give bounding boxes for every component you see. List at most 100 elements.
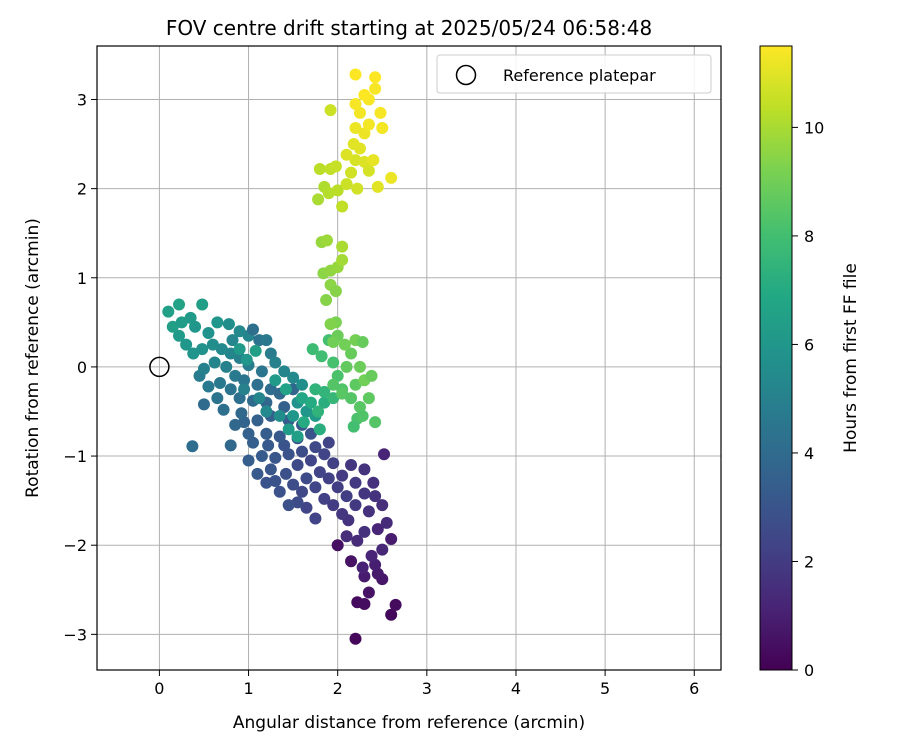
y-tick-label: 0 — [77, 358, 87, 377]
data-point — [358, 463, 371, 476]
data-point — [345, 392, 358, 405]
data-point — [304, 427, 317, 440]
colorbar-label: Hours from first FF file — [841, 263, 861, 453]
legend-box — [436, 54, 712, 94]
data-point — [324, 104, 337, 117]
data-point — [356, 335, 369, 348]
legend-label: Reference platepar — [503, 66, 656, 85]
data-point — [220, 360, 233, 373]
data-point — [320, 234, 333, 247]
colorbar-tick-label: 0 — [804, 661, 814, 680]
data-point — [322, 472, 335, 485]
data-point — [211, 392, 224, 405]
y-tick-label: 2 — [77, 180, 87, 199]
data-point — [318, 385, 331, 398]
data-point — [238, 374, 251, 387]
data-point — [356, 409, 369, 422]
data-point — [300, 501, 313, 514]
data-point — [208, 356, 221, 369]
data-point — [262, 439, 275, 452]
data-point — [369, 71, 382, 84]
data-point — [202, 327, 215, 340]
data-point — [300, 405, 313, 418]
data-point — [358, 89, 371, 102]
data-point — [349, 632, 362, 645]
x-axis-label: Angular distance from reference (arcmin) — [233, 713, 585, 733]
data-point — [358, 127, 371, 140]
data-point — [279, 467, 292, 480]
data-point — [180, 338, 193, 351]
data-point — [282, 448, 295, 461]
data-point — [233, 325, 246, 338]
data-point — [226, 334, 239, 347]
y-tick-label: 1 — [77, 269, 87, 288]
colorbar-gradient — [759, 45, 793, 671]
data-point — [376, 122, 389, 135]
data-point — [347, 420, 360, 433]
data-point — [260, 476, 273, 489]
data-point — [358, 525, 371, 538]
data-point — [331, 481, 344, 494]
x-tick-label: 4 — [511, 679, 521, 698]
data-point — [233, 343, 246, 356]
data-point — [300, 472, 313, 485]
data-point — [273, 430, 286, 443]
data-point — [336, 508, 349, 520]
data-point — [304, 396, 317, 409]
data-point — [329, 160, 342, 173]
data-point — [369, 416, 382, 429]
y-tick-label: −1 — [63, 447, 87, 466]
legend-open-circle-icon — [455, 64, 477, 86]
data-point — [273, 409, 286, 422]
data-point — [224, 383, 237, 396]
data-point — [196, 298, 209, 311]
data-point — [336, 469, 349, 482]
data-point — [318, 492, 331, 505]
data-point — [238, 383, 251, 396]
data-point — [255, 450, 268, 463]
data-point — [358, 487, 371, 500]
data-point — [242, 454, 255, 467]
data-point — [173, 298, 186, 311]
data-point — [287, 478, 300, 491]
data-point — [349, 68, 362, 81]
data-point — [358, 155, 371, 168]
data-point — [264, 463, 277, 476]
data-point — [197, 398, 210, 411]
data-point — [186, 440, 199, 453]
data-point — [269, 475, 282, 488]
data-point — [362, 164, 375, 177]
data-point — [340, 178, 353, 191]
data-point — [249, 344, 262, 357]
data-point — [331, 369, 344, 382]
data-point — [260, 427, 273, 440]
data-point — [260, 405, 273, 418]
data-point — [340, 490, 353, 503]
data-point — [269, 356, 282, 369]
data-point — [214, 376, 227, 389]
data-point — [336, 253, 349, 266]
y-axis-label: Rotation from reference (arcmin) — [23, 218, 43, 498]
y-tick-label: −2 — [63, 536, 87, 555]
data-point — [374, 106, 387, 119]
data-point — [304, 454, 317, 467]
data-point — [351, 182, 364, 195]
x-axis-ticks: 0 1 2 3 4 5 6 — [154, 670, 699, 698]
data-point — [240, 353, 253, 366]
data-point — [224, 347, 237, 360]
data-point — [371, 523, 384, 536]
data-point — [273, 485, 286, 498]
colorbar: 0 2 4 6 8 10 Hours from first FF file — [759, 45, 861, 680]
data-point — [312, 405, 325, 418]
data-point — [260, 334, 273, 347]
data-point — [362, 392, 375, 405]
data-point — [202, 380, 215, 393]
data-point — [376, 543, 389, 556]
data-point — [369, 490, 382, 503]
plot-frame — [96, 45, 722, 671]
data-point — [336, 387, 349, 400]
colorbar-tick-label: 4 — [804, 444, 814, 463]
x-tick-label: 0 — [154, 679, 164, 698]
data-point — [215, 343, 228, 356]
